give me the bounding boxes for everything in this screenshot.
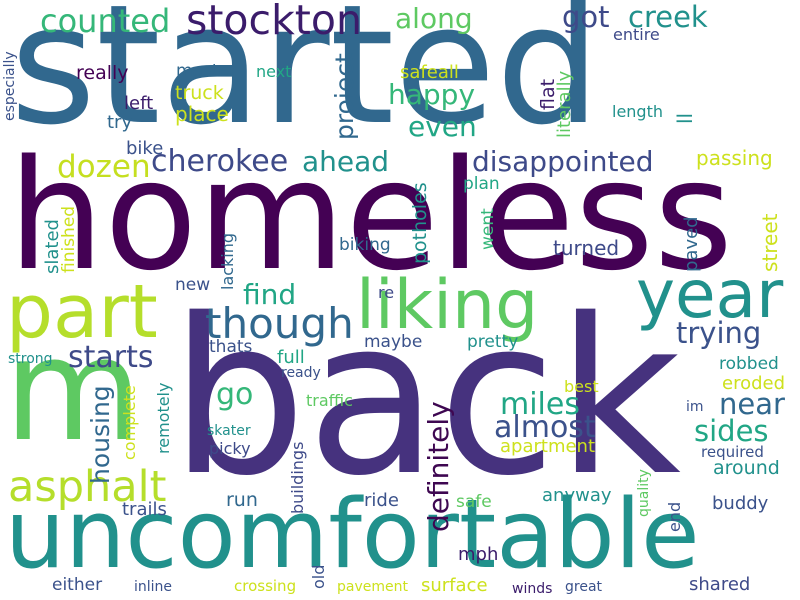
word-buildings: buildings (288, 441, 307, 514)
word-especially: especially (2, 51, 18, 121)
word-best: best (564, 377, 599, 396)
word-disappointed: disappointed (472, 145, 654, 178)
word-happy: happy (388, 78, 476, 111)
word-though: though (205, 299, 354, 348)
word-anyway: anyway (542, 485, 612, 506)
word-turned: turned (553, 236, 620, 260)
word-cherokee: cherokee (151, 144, 289, 179)
word-inline: inline (134, 579, 173, 595)
word-around: around (713, 457, 780, 479)
word-eroded: eroded (722, 373, 786, 394)
word-old: old (309, 564, 328, 589)
word-thats: thats (209, 337, 253, 357)
word-ready: ready (281, 365, 321, 381)
word-counted: counted (40, 2, 171, 40)
word-end: end (665, 501, 684, 532)
word-literally: literally (554, 70, 575, 138)
word-stockton: stockton (186, 0, 362, 44)
word-try: try (107, 112, 133, 133)
word-sides: sides (694, 414, 769, 448)
word-crossing: crossing (234, 577, 297, 595)
word-shared: shared (689, 574, 751, 595)
word-master: master (176, 61, 236, 81)
word-complete: complete (120, 385, 139, 460)
word-uncomfortable: uncomfortable (5, 480, 700, 590)
word-bike: bike (126, 138, 164, 159)
word-got: got (562, 0, 610, 34)
word-picky: picky (209, 439, 251, 458)
word-m: m (4, 308, 143, 473)
word-re: re (378, 283, 395, 302)
word-ahead: ahead (302, 145, 390, 178)
word-dozen: dozen (57, 149, 151, 185)
word-full: full (277, 347, 305, 368)
word-near: near (719, 387, 785, 421)
word-surface: surface (421, 575, 488, 596)
word-im: im (686, 399, 704, 415)
word-asphalt: asphalt (8, 462, 167, 512)
word-started: started (10, 0, 601, 161)
word-either: either (52, 575, 103, 595)
word-mph: mph (458, 544, 499, 565)
word-ride: ride (364, 490, 399, 511)
word-safeall: safeall (400, 62, 459, 83)
word-entire: entire (613, 25, 660, 44)
word-homeless: homeless (8, 127, 734, 304)
word-robbed: robbed (719, 354, 779, 374)
word-go: go (216, 377, 254, 412)
word-trying: trying (676, 316, 762, 350)
word-place: place (175, 102, 229, 126)
word-remotely: remotely (154, 382, 173, 454)
word-left: left (124, 93, 154, 114)
word-maybe: maybe (364, 332, 423, 352)
word-great: great (565, 579, 603, 595)
word-traffic: traffic (306, 391, 353, 410)
word-really: really (76, 62, 129, 84)
word-safe: safe (456, 492, 492, 512)
word-buddy: buddy (712, 493, 769, 514)
word-along: along (395, 2, 473, 35)
word-miles: miles (500, 387, 580, 422)
word-housing: housing (86, 385, 115, 484)
word-part: part (6, 269, 158, 355)
word-winds: winds (512, 581, 553, 597)
word-plan: plan (463, 174, 500, 194)
word-lacking: lacking (218, 232, 237, 290)
word-length: length (612, 102, 663, 121)
word-ll: ll (673, 112, 697, 124)
word-apartment: apartment (500, 436, 596, 457)
word-quality: quality (636, 469, 652, 517)
word-truck: truck (175, 82, 224, 104)
word-definitely: definitely (422, 401, 455, 532)
word-went: went (478, 208, 498, 250)
word-finished: finished (59, 205, 79, 273)
word-required: required (701, 443, 764, 461)
word-liking: liking (356, 266, 539, 345)
word-biking: biking (339, 235, 391, 255)
word-passing: passing (696, 146, 773, 170)
word-back: back (170, 272, 681, 523)
word-project: project (330, 53, 359, 140)
word-almost: almost (494, 410, 596, 445)
word-skater: skater (207, 423, 251, 439)
word-new: new (175, 275, 211, 295)
word-street: street (758, 213, 782, 273)
word-run: run (226, 489, 258, 511)
word-strong: strong (8, 351, 53, 367)
word-pavement: pavement (337, 579, 408, 595)
word-year: year (636, 256, 784, 333)
word-find: find (243, 278, 297, 311)
word-even: even (408, 110, 477, 143)
word-paved: paved (681, 216, 702, 272)
word-potholes: potholes (409, 182, 431, 264)
word-pretty: pretty (467, 332, 519, 352)
word-next: next (256, 62, 292, 81)
word-trails: trails (122, 499, 167, 520)
word-creek: creek (628, 0, 708, 34)
word-starts: starts (68, 340, 154, 375)
